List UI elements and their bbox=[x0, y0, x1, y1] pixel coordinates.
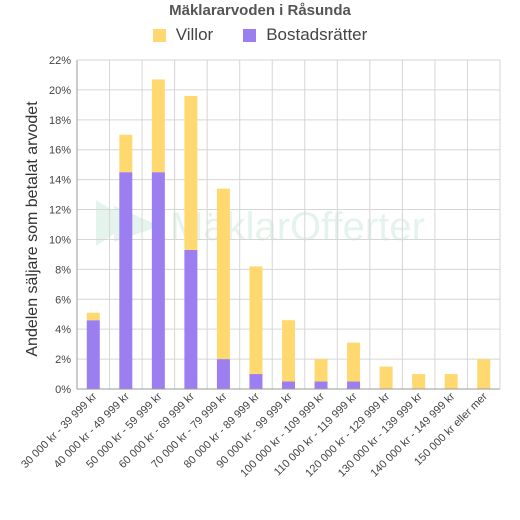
y-tick-label-5: 10% bbox=[49, 234, 71, 246]
bar-villor-9[interactable] bbox=[379, 366, 393, 389]
legend-item-villor[interactable]: Villor bbox=[152, 25, 214, 45]
bar-villor-12[interactable] bbox=[477, 359, 491, 389]
bars bbox=[86, 79, 491, 389]
bar-bostadsratter-7[interactable] bbox=[314, 381, 328, 389]
bar-villor-11[interactable] bbox=[444, 374, 458, 389]
y-tick-label-0: 0% bbox=[55, 384, 71, 396]
legend-label-bostadsratter: Bostadsrätter bbox=[266, 25, 368, 44]
bar-villor-7[interactable] bbox=[314, 359, 328, 382]
bar-villor-2[interactable] bbox=[151, 79, 165, 173]
bar-bostadsratter-8[interactable] bbox=[347, 381, 361, 389]
bar-bostadsratter-4[interactable] bbox=[216, 359, 230, 389]
chart-title: Mäklararvoden i Råsunda bbox=[169, 2, 351, 19]
y-tick-label-4: 8% bbox=[55, 264, 71, 276]
legend-item-bostadsratter[interactable]: Bostadsrätter bbox=[243, 25, 367, 45]
bar-villor-5[interactable] bbox=[249, 266, 263, 375]
bar-bostadsratter-6[interactable] bbox=[282, 381, 295, 389]
y-tick-label-6: 12% bbox=[49, 205, 71, 217]
y-tick-label-7: 14% bbox=[49, 175, 71, 187]
bar-bostadsratter-3[interactable] bbox=[184, 249, 198, 389]
y-tick-label-11: 22% bbox=[49, 55, 71, 67]
bar-bostadsratter-1[interactable] bbox=[119, 172, 133, 389]
bar-villor-6[interactable] bbox=[282, 320, 295, 382]
y-tick-label-3: 6% bbox=[55, 294, 71, 306]
y-axis-label: Andelen säljare som betalat arvodet bbox=[24, 101, 41, 357]
watermark-text: MäklarOfferter bbox=[170, 205, 425, 249]
legend-swatch-villor bbox=[152, 28, 166, 42]
bar-villor-3[interactable] bbox=[184, 95, 198, 250]
bar-villor-1[interactable] bbox=[119, 134, 133, 173]
y-tick-label-2: 4% bbox=[55, 324, 71, 336]
watermark-logo-mark bbox=[96, 200, 132, 246]
bar-bostadsratter-2[interactable] bbox=[151, 172, 165, 389]
y-tick-label-9: 18% bbox=[49, 115, 71, 127]
bar-bostadsratter-0[interactable] bbox=[86, 320, 100, 389]
y-tick-label-1: 2% bbox=[55, 354, 71, 366]
bar-villor-10[interactable] bbox=[412, 374, 426, 389]
legend-label-villor: Villor bbox=[175, 25, 214, 44]
legend-swatch-bostadsratter bbox=[243, 28, 257, 42]
bar-bostadsratter-5[interactable] bbox=[249, 374, 263, 389]
bar-villor-4[interactable] bbox=[216, 188, 230, 360]
watermark-logo: MäklarOfferter bbox=[96, 200, 425, 249]
bar-villor-0[interactable] bbox=[86, 312, 100, 321]
bar-villor-8[interactable] bbox=[347, 342, 361, 382]
y-tick-label-8: 16% bbox=[49, 145, 71, 157]
y-tick-label-10: 20% bbox=[49, 85, 71, 97]
legend: Villor Bostadsrätter bbox=[0, 25, 520, 45]
